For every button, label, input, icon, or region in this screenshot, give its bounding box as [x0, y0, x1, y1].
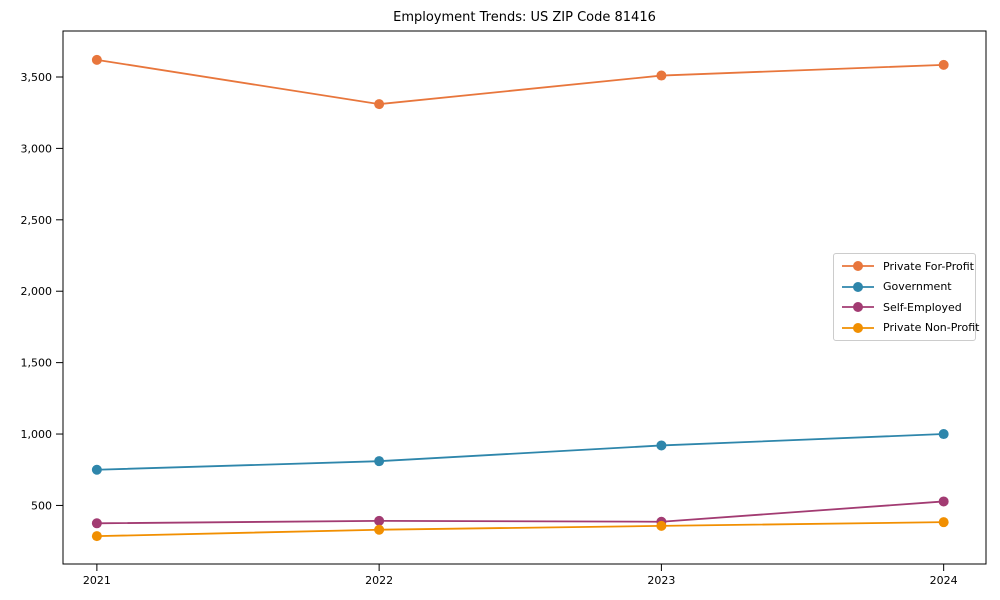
chart-title: Employment Trends: US ZIP Code 81416 — [393, 10, 656, 25]
series-line-private-non-profit — [96, 521, 944, 538]
legend-item-private-for-profit: Private For-Profit — [834, 257, 975, 275]
data-point-self-employed — [91, 518, 102, 529]
legend-marker-icon — [842, 281, 874, 292]
data-point-private-non-profit — [374, 524, 385, 535]
legend-item-private-non-profit: Private Non-Profit — [834, 319, 979, 337]
x-axis-tick-label: 2021 — [83, 574, 111, 587]
series-line-government — [96, 433, 944, 471]
y-axis-tick-label: 500 — [31, 499, 52, 512]
x-axis-tick-label: 2024 — [930, 574, 958, 587]
legend-marker-icon — [842, 261, 874, 272]
legend-marker-icon — [842, 322, 874, 333]
data-point-private-for-profit — [656, 70, 667, 81]
data-point-self-employed — [374, 515, 385, 526]
y-axis-tick-label: 3,500 — [21, 71, 53, 84]
data-point-government — [938, 429, 949, 440]
y-axis-tick-label: 1,000 — [21, 428, 53, 441]
y-axis-tick-label: 2,000 — [21, 285, 53, 298]
x-axis-tick-label: 2023 — [647, 574, 675, 587]
legend-marker-icon — [842, 302, 874, 313]
data-point-private-for-profit — [938, 59, 949, 70]
plot-frame — [62, 30, 987, 565]
legend: Private For-Profit Government Self-Employe… — [833, 253, 979, 341]
legend-item-self-employed: Self-Employed — [834, 298, 975, 316]
legend-label: Government — [883, 280, 952, 294]
data-point-self-employed — [938, 496, 949, 507]
legend-item-government: Government — [834, 278, 975, 296]
legend-label: Private For-Profit — [883, 259, 974, 273]
series-line-private-for-profit — [96, 58, 944, 106]
y-axis-tick-label: 2,500 — [21, 214, 53, 227]
legend-label: Self-Employed — [883, 300, 962, 314]
data-point-private-non-profit — [938, 517, 949, 528]
data-point-private-non-profit — [91, 531, 102, 542]
data-point-private-for-profit — [374, 99, 385, 110]
x-axis-tick-label: 2022 — [365, 574, 393, 587]
data-point-private-for-profit — [91, 54, 102, 65]
data-point-government — [374, 456, 385, 467]
series-line-self-employed — [96, 500, 944, 525]
data-point-government — [656, 440, 667, 451]
y-axis-tick-label: 1,500 — [21, 357, 53, 370]
data-point-government — [91, 464, 102, 475]
y-axis-tick-label: 3,000 — [21, 142, 53, 155]
legend-label: Private Non-Profit — [883, 321, 980, 335]
data-point-private-non-profit — [656, 520, 667, 531]
